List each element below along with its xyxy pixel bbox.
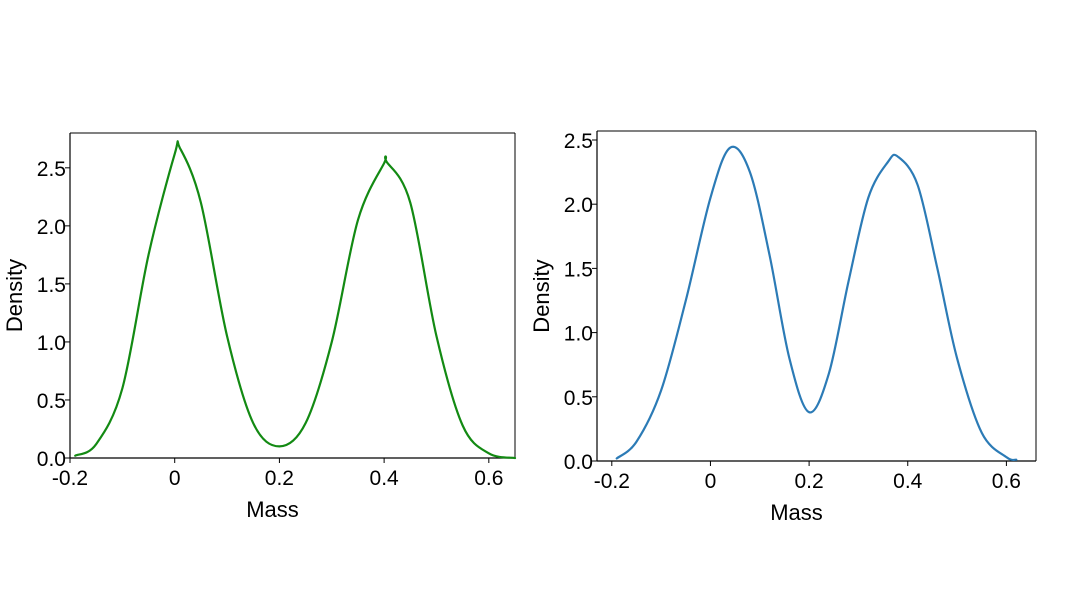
y-tick-label: 1.0 [564,323,593,346]
chart-1-density-line-1 [74,140,517,460]
y-tick-label: 2.5 [37,158,66,181]
y-tick-label: 1.5 [37,274,66,297]
x-tick-label: 0.2 [265,467,294,490]
x-tick-label: -0.2 [52,467,88,490]
y-axis-label: Density [529,259,554,332]
chart-2-spines [596,130,1037,462]
x-tick-label: 0.4 [370,467,400,490]
y-tick-label: 2.0 [564,194,593,217]
chart-1: -0.2 0 0.2 0.4 0.6 0.0 0.5 1.0 1.5 2.0 2.5 Mass Dens… [2,132,517,522]
x-tick-label: -0.2 [594,470,630,493]
y-tick-label: 2.5 [564,130,593,153]
x-tick-label: 0.6 [474,467,503,490]
chart-1-spines [69,132,516,459]
x-tick-label: 0 [169,467,181,490]
x-tick-label: 0 [705,470,717,493]
y-axis-label: Density [2,259,27,332]
x-axis-label: Mass [770,500,823,525]
y-tick-label: 2.0 [37,216,66,239]
chart-2-density-line-1 [615,145,1018,462]
y-tick-label: 0.5 [564,387,593,410]
y-tick-label: 1.0 [37,332,66,355]
x-tick-label: 0.6 [992,470,1021,493]
y-tick-label: 0.5 [37,390,66,413]
y-tick-label: 0.0 [564,451,593,474]
y-tick-label: 1.5 [564,258,593,281]
y-tick-label: 0.0 [37,448,66,471]
x-tick-label: 0.2 [794,470,823,493]
x-tick-label: 0.4 [893,470,923,493]
x-axis-label: Mass [246,497,299,522]
chart-2: -0.2 0 0.2 0.4 0.6 0.0 0.5 1.0 1.5 2.0 2.5 Mass Dens… [529,130,1037,525]
